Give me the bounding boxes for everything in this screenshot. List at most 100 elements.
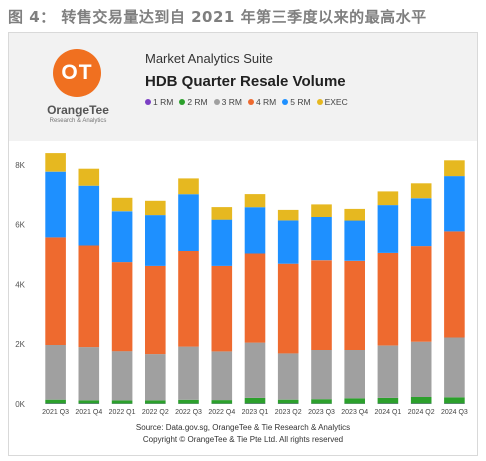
legend-item-4-rm[interactable]: 4 RM bbox=[247, 97, 277, 107]
bar-segment-3-rm-2023-q3[interactable] bbox=[311, 349, 332, 400]
bar-segment-3-rm-2021-q4[interactable] bbox=[78, 347, 100, 401]
x-tick-label: 2024 Q1 bbox=[374, 409, 401, 416]
bar-segment-2-rm-2023-q1[interactable] bbox=[244, 397, 266, 404]
y-tick-label: 6K bbox=[15, 221, 25, 230]
bar-segment-exec-2023-q4[interactable] bbox=[344, 208, 365, 221]
bar-segment-5-rm-2023-q3[interactable] bbox=[311, 216, 332, 261]
bar-segment-2-rm-2024-q1[interactable] bbox=[377, 397, 399, 404]
bar-segment-2-rm-2024-q2[interactable] bbox=[410, 397, 432, 404]
orangetee-logo-icon: OT bbox=[53, 49, 101, 97]
bar-segment-exec-2022-q1[interactable] bbox=[111, 197, 133, 212]
plot-area: 0K 2K 4K 6K 8K 2021 Q3 2021 Q4 2022 Q1 2022 Q2 20… bbox=[9, 141, 477, 455]
bar-segment-4-rm-2021-q3[interactable] bbox=[45, 237, 66, 345]
bar-segment-exec-2024-q1[interactable] bbox=[377, 191, 399, 206]
bar-segment-exec-2021-q3[interactable] bbox=[45, 153, 66, 172]
legend-label: 4 RM bbox=[255, 97, 277, 107]
bar-segment-5-rm-2024-q3[interactable] bbox=[444, 176, 465, 232]
bar-segment-exec-2024-q3[interactable] bbox=[444, 160, 465, 177]
bar-segment-5-rm-2021-q3[interactable] bbox=[45, 171, 66, 238]
bar-segment-4-rm-2022-q1[interactable] bbox=[111, 262, 133, 352]
legend-label: 5 RM bbox=[290, 97, 311, 107]
copyright-note: Copyright © OrangeTee & Tie Pte Ltd. All… bbox=[142, 435, 344, 444]
bar-segment-2-rm-2024-q3[interactable] bbox=[444, 397, 465, 404]
bar-segment-4-rm-2022-q3[interactable] bbox=[178, 251, 199, 347]
bar-segment-exec-2022-q4[interactable] bbox=[211, 207, 233, 220]
bar-segment-4-rm-2023-q1[interactable] bbox=[244, 253, 266, 343]
bar-segment-3-rm-2022-q2[interactable] bbox=[145, 354, 166, 401]
bar-segment-5-rm-2021-q4[interactable] bbox=[78, 185, 100, 246]
chart-title: HDB Quarter Resale Volume bbox=[145, 73, 346, 90]
chart-legend[interactable]: 1 RM 2 RM 3 RM 4 RM 5 RM EXEC bbox=[145, 97, 348, 107]
bar-segment-2-rm-2022-q2[interactable] bbox=[145, 400, 166, 404]
bar-segment-2-rm-2022-q1[interactable] bbox=[111, 400, 133, 404]
legend-item-1-rm[interactable]: 1 RM bbox=[145, 97, 173, 107]
bar-segment-2-rm-2022-q3[interactable] bbox=[178, 399, 199, 404]
figure-caption: 图 4： 转售交易量达到自 2021 年第三季度以来的最高水平 bbox=[8, 8, 427, 26]
bar-segment-5-rm-2023-q4[interactable] bbox=[344, 220, 365, 261]
bar-segment-5-rm-2024-q1[interactable] bbox=[377, 205, 399, 253]
bar-segment-4-rm-2021-q4[interactable] bbox=[78, 245, 100, 348]
bar-segment-5-rm-2022-q4[interactable] bbox=[211, 219, 233, 266]
bar-segment-3-rm-2023-q4[interactable] bbox=[344, 349, 365, 399]
legend-item-5-rm[interactable]: 5 RM bbox=[282, 97, 311, 107]
x-tick-label: 2023 Q3 bbox=[308, 409, 335, 416]
bar-segment-5-rm-2022-q2[interactable] bbox=[145, 215, 166, 266]
bar-segment-4-rm-2024-q2[interactable] bbox=[410, 246, 432, 342]
bar-segment-2-rm-2023-q4[interactable] bbox=[344, 398, 365, 404]
bar-segment-5-rm-2023-q1[interactable] bbox=[244, 207, 266, 254]
bar-segment-5-rm-2023-q2[interactable] bbox=[277, 220, 299, 264]
bar-segment-3-rm-2024-q1[interactable] bbox=[377, 345, 399, 398]
bar-segment-3-rm-2022-q3[interactable] bbox=[178, 346, 199, 400]
legend-dot-icon bbox=[213, 99, 220, 105]
bar-segment-3-rm-2022-q1[interactable] bbox=[111, 351, 133, 401]
legend-dot-icon bbox=[316, 99, 323, 105]
bar-segment-2-rm-2023-q2[interactable] bbox=[277, 399, 299, 404]
bar-segment-3-rm-2021-q3[interactable] bbox=[45, 345, 66, 400]
suite-name: Market Analytics Suite bbox=[145, 51, 273, 66]
bar-segment-4-rm-2023-q3[interactable] bbox=[311, 260, 332, 350]
bar-segment-2-rm-2022-q4[interactable] bbox=[211, 400, 233, 404]
chart-card: OT OrangeTee Research & Analytics Market… bbox=[8, 32, 478, 456]
bar-segment-5-rm-2022-q1[interactable] bbox=[111, 211, 133, 263]
bar-segment-exec-2023-q2[interactable] bbox=[277, 209, 299, 221]
bar-segment-exec-2021-q4[interactable] bbox=[78, 168, 100, 186]
x-tick-label: 2021 Q4 bbox=[75, 409, 102, 416]
bar-segment-exec-2022-q3[interactable] bbox=[178, 178, 199, 195]
bar-segment-3-rm-2024-q3[interactable] bbox=[444, 337, 465, 398]
bar-segment-2-rm-2023-q3[interactable] bbox=[311, 399, 332, 404]
bar-segment-exec-2022-q2[interactable] bbox=[145, 200, 166, 216]
legend-dot-icon bbox=[282, 99, 289, 105]
y-tick-label: 2K bbox=[15, 340, 25, 349]
legend-dot-icon bbox=[145, 99, 151, 105]
bar-segment-3-rm-2023-q1[interactable] bbox=[244, 342, 266, 398]
x-tick-label: 2023 Q2 bbox=[275, 409, 302, 416]
legend-dot-icon bbox=[247, 99, 254, 105]
bar-segment-4-rm-2023-q4[interactable] bbox=[344, 260, 365, 350]
bar-segment-3-rm-2023-q2[interactable] bbox=[277, 353, 299, 400]
bar-segment-exec-2023-q3[interactable] bbox=[311, 204, 332, 217]
bar-segment-4-rm-2022-q4[interactable] bbox=[211, 265, 233, 352]
bar-segment-2-rm-2021-q4[interactable] bbox=[78, 400, 100, 404]
y-tick-label: 4K bbox=[15, 280, 25, 289]
bar-segment-5-rm-2022-q3[interactable] bbox=[178, 194, 199, 251]
bar-segment-4-rm-2024-q3[interactable] bbox=[444, 231, 465, 338]
bar-segment-5-rm-2024-q2[interactable] bbox=[410, 198, 432, 247]
legend-item-exec[interactable]: EXEC bbox=[316, 97, 348, 107]
x-tick-label: 2023 Q1 bbox=[242, 409, 269, 416]
logo-subtitle: Research & Analytics bbox=[49, 118, 107, 124]
bar-segment-4-rm-2022-q2[interactable] bbox=[145, 265, 166, 355]
legend-item-2-rm[interactable]: 2 RM bbox=[179, 97, 208, 107]
bar-segment-4-rm-2023-q2[interactable] bbox=[277, 263, 299, 354]
x-tick-label: 2022 Q3 bbox=[175, 409, 202, 416]
legend-label: 3 RM bbox=[221, 97, 242, 107]
bar-segment-3-rm-2024-q2[interactable] bbox=[410, 341, 432, 397]
bar-segment-4-rm-2024-q1[interactable] bbox=[377, 252, 399, 346]
bar-segment-exec-2024-q2[interactable] bbox=[410, 183, 432, 199]
bar-segment-2-rm-2021-q3[interactable] bbox=[45, 399, 66, 404]
bar-segment-exec-2023-q1[interactable] bbox=[244, 194, 266, 208]
bar-segment-3-rm-2022-q4[interactable] bbox=[211, 351, 233, 401]
y-tick-label: 0K bbox=[15, 400, 25, 409]
x-tick-label: 2023 Q4 bbox=[341, 409, 368, 416]
logo-name: OrangeTee bbox=[47, 103, 109, 117]
legend-item-3-rm[interactable]: 3 RM bbox=[213, 97, 242, 107]
